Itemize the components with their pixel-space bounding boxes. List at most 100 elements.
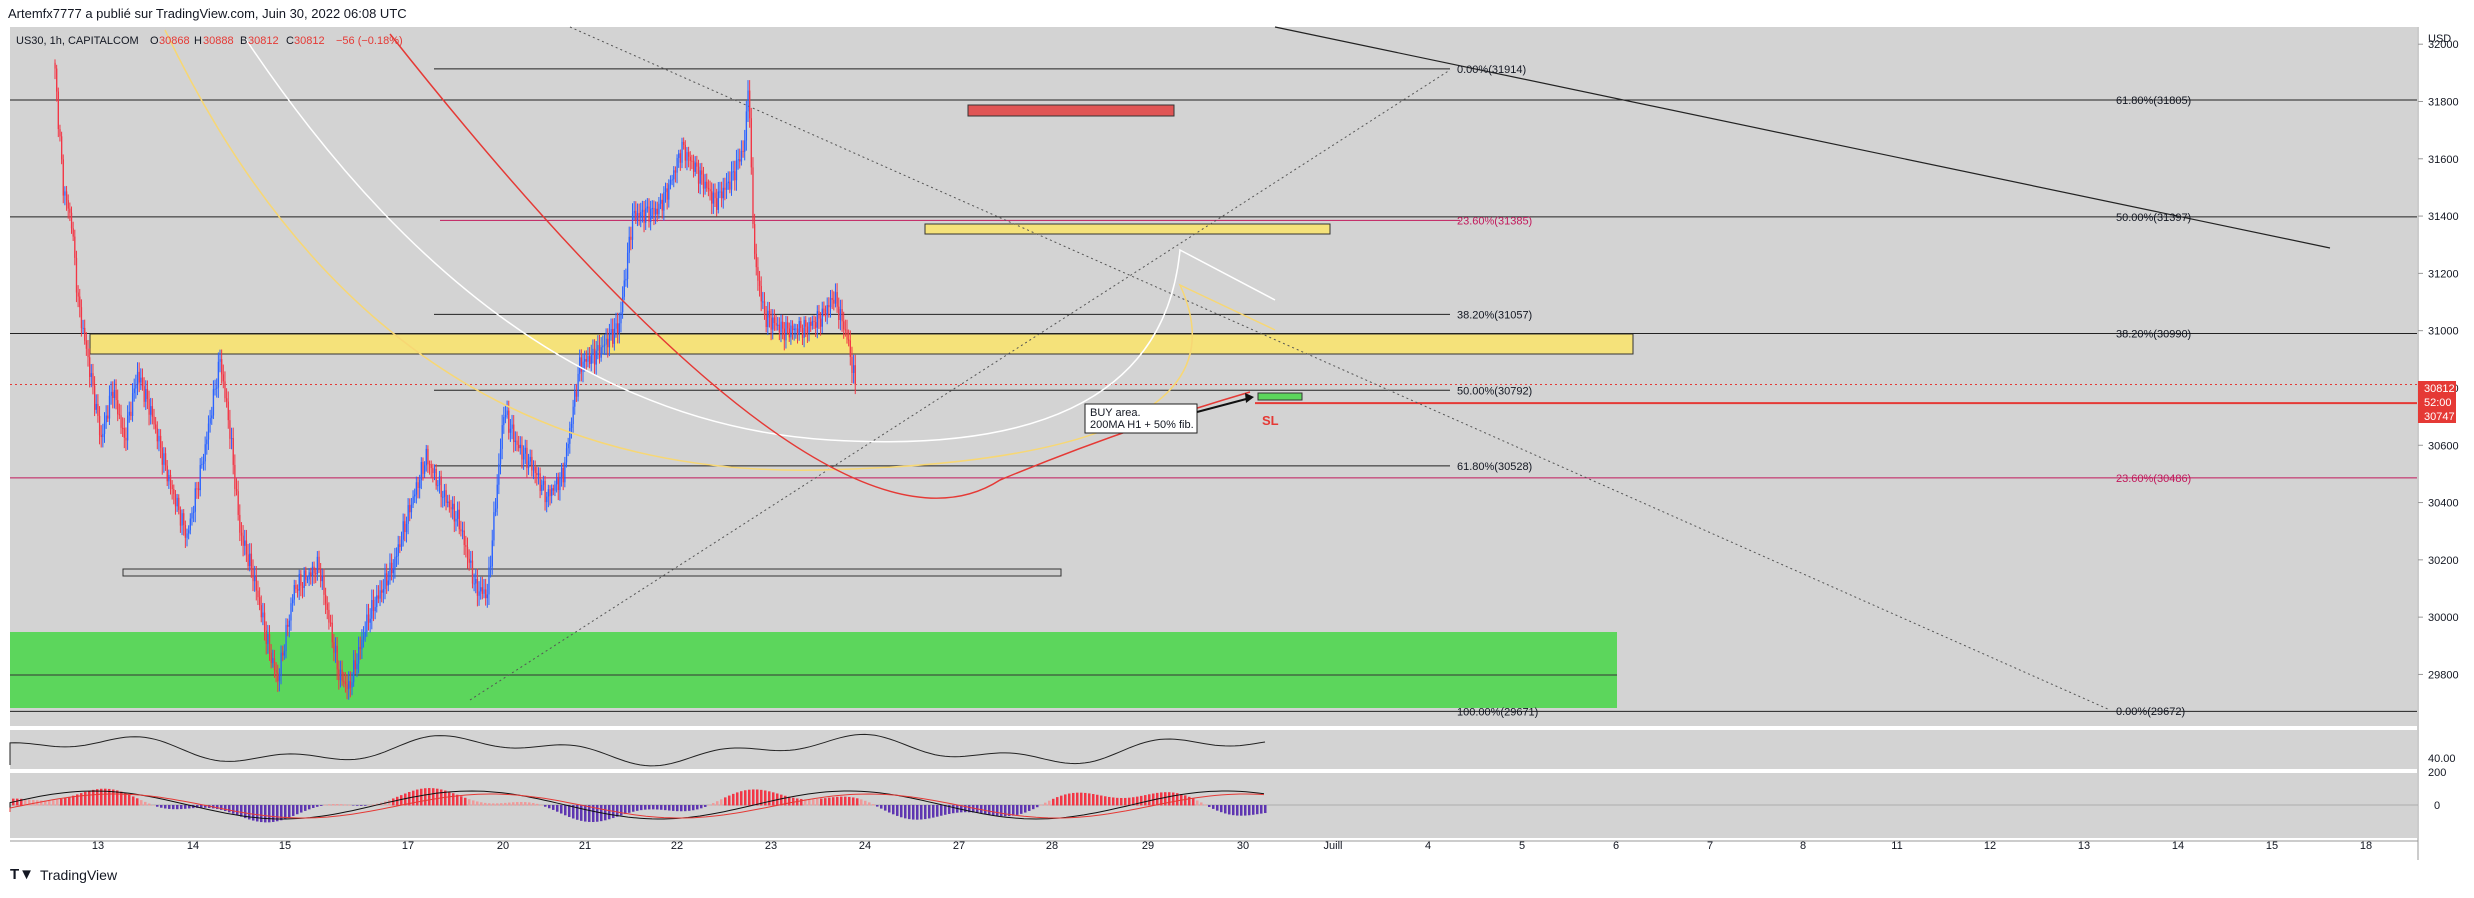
macd-histogram-bar [748,789,751,806]
candle-body [491,540,493,567]
supply-zone-yellow-wide [89,333,1634,355]
candle-body [485,589,487,599]
candle-body [838,306,840,321]
macd-histogram-bar [452,793,455,806]
candle-body [513,424,515,443]
candle-body [216,387,218,389]
candle-body [688,152,690,157]
candle-body [549,489,551,496]
macd-histogram-bar [1216,805,1219,811]
candle-body [254,576,256,582]
candle-body [321,575,323,582]
candle-body [191,512,193,519]
macd-histogram-bar [700,805,703,809]
candle-body [70,212,73,229]
candle-body [483,589,485,594]
low-label: B [240,35,247,47]
macd-histogram-bar [884,805,887,811]
candle-body [397,544,399,557]
macd-histogram-bar [1048,800,1051,806]
macd-histogram-bar [1108,796,1111,806]
macd-histogram-bar [172,805,175,810]
candle-body [249,553,251,566]
candle-body [529,456,531,462]
candle-body [140,377,142,383]
candle-body [156,428,158,442]
macd-histogram-bar [276,805,279,822]
macd-histogram-bar [684,805,687,812]
price-tick-label: 31400 [2428,211,2459,223]
candle-body [432,467,434,474]
macd-histogram-bar [596,805,599,822]
macd-histogram-bar [768,791,771,806]
macd-histogram-bar [164,805,167,809]
macd-histogram-bar [844,796,847,806]
macd-histogram-bar [1000,805,1003,817]
candle-body [173,488,175,495]
candle-body [674,170,677,173]
macd-histogram-bar [348,804,351,806]
candle-body [387,580,389,586]
candle-body [684,144,686,161]
candle-body [468,558,470,563]
candle-body [372,600,375,612]
candle-body [128,411,130,416]
candle-body [767,310,769,328]
candle-body [622,296,624,313]
candle-body [725,183,728,190]
plot-area[interactable] [10,27,2417,726]
candle-body [336,645,338,670]
macd-histogram-bar [644,805,647,810]
macd-histogram-bar [800,798,803,806]
candle-body [709,189,711,192]
candle-body [123,428,125,438]
candle-body [339,669,342,681]
candle-body [275,670,277,673]
candle-body [174,494,177,507]
candle-body [315,573,317,575]
candle-body [744,140,746,152]
macd-zero-label: 0 [2434,800,2440,812]
candle-body [79,296,81,308]
macd-histogram-bar [704,805,707,807]
macd-histogram-bar [392,798,395,806]
macd-histogram-bar [560,805,563,814]
macd-histogram-bar [508,802,511,806]
candle-body [711,191,713,204]
time-tick-label: 6 [1613,840,1619,852]
candle-body [663,192,665,211]
macd-histogram-bar [932,805,935,818]
annotation-line1: BUY area. [1090,407,1141,419]
candle-body [575,391,578,397]
candle-body [565,448,568,463]
candle-body [120,415,122,428]
macd-histogram-bar [592,805,595,823]
macd-histogram-bar [520,801,523,806]
macd-histogram-bar [920,805,923,820]
oscillator-pane[interactable] [10,730,2417,769]
candle-body [651,207,653,209]
macd-histogram-bar [24,799,27,806]
candle-body [316,556,319,575]
macd-histogram-bar [128,794,131,806]
price-tick-label: 30200 [2428,555,2459,567]
candle-body [222,374,224,382]
candle-body [201,463,203,466]
candle-body [95,403,97,410]
time-tick-label: 4 [1425,840,1431,852]
macd-histogram-bar [944,805,947,815]
time-tick-label: 11 [1891,840,1902,852]
macd-histogram-bar [984,805,987,815]
candle-body [344,681,347,685]
candle-body [673,170,675,180]
candle-body [473,583,475,585]
candle-body [148,399,150,415]
candle-body [815,322,817,328]
candle-body [135,384,137,389]
candle-body [841,309,843,322]
macd-histogram-bar [1116,797,1119,806]
macd-histogram-bar [888,805,891,813]
footer-brand[interactable]: T▼ TradingView [10,866,117,883]
